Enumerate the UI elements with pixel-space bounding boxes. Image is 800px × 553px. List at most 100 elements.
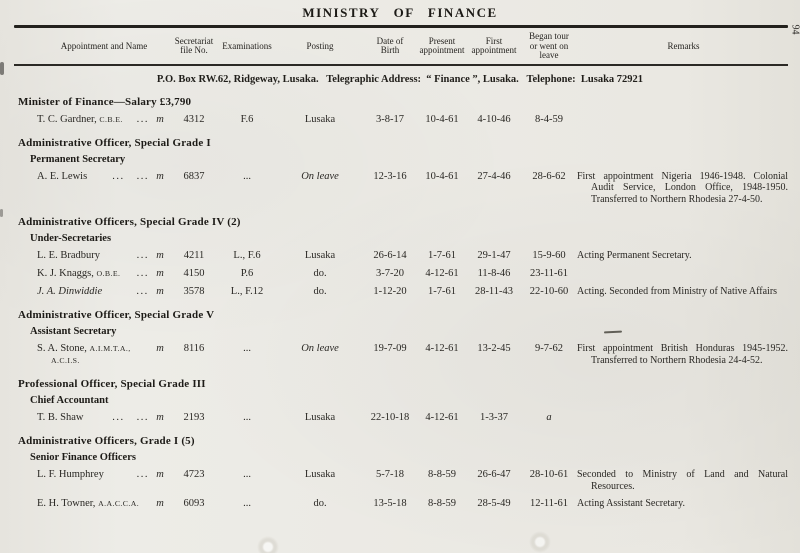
- cell-name: ... K. J. Knaggs, O.B.E.: [37, 268, 149, 280]
- cell-remarks: Acting Assistant Secretary.: [577, 498, 685, 509]
- cell-posting: Lusaka: [304, 469, 336, 480]
- cell-marital: m: [156, 268, 164, 279]
- top-rule: [14, 25, 788, 28]
- cell-present-appointment: 4-12-61: [425, 343, 459, 354]
- post-nominals: A.A.C.C.A.: [98, 499, 140, 508]
- cell-examinations: L., F.6: [233, 250, 261, 261]
- subsection-heading: Permanent Secretary: [30, 153, 126, 165]
- cell-examinations: P.6: [240, 268, 254, 279]
- cell-date-of-birth: 3-8-17: [376, 113, 404, 125]
- cell-began-tour: 12-11-61: [529, 498, 569, 509]
- col-header-date-of-birth: Date of Birth: [376, 35, 404, 56]
- section-admin-officer-grade-1: Administrative Officer, Special Grade I …: [0, 137, 800, 206]
- officer-name: K. J. Knaggs,: [37, 268, 94, 279]
- cell-file-no: 4312: [183, 113, 205, 125]
- cell-began-tour: 8-4-59: [535, 113, 563, 125]
- cell-posting: do.: [313, 286, 327, 297]
- cell-date-of-birth: 3-7-20: [376, 268, 404, 279]
- cell-first-appointment: 27-4-46: [477, 170, 511, 182]
- officer-name: A. E. Lewis: [37, 170, 88, 182]
- section-admin-officers-grade-1: Administrative Officers, Grade I (5) Sen…: [0, 435, 800, 510]
- cell-first-appointment: 28-11-43: [474, 286, 514, 297]
- section-heading: Professional Officer, Special Grade III: [18, 378, 206, 390]
- officer-name: T. C. Gardner,: [37, 113, 97, 125]
- dot-leader: ...: [136, 469, 149, 480]
- cell-present-appointment: 8-8-59: [428, 498, 456, 509]
- cell-first-appointment: 28-5-49: [477, 498, 511, 509]
- dot-leader: ...: [136, 268, 149, 279]
- page-title: MINISTRY OF FINANCE: [302, 5, 498, 20]
- col-header-secretariat-file-no: Secretariat file No.: [174, 35, 214, 56]
- table-row: ... T. C. Gardner, C.B.E. m 4312 F.6 Lusa…: [37, 114, 790, 126]
- cell-name: E. H. Towner, A.A.C.C.A.: [37, 498, 149, 510]
- cell-date-of-birth: 19-7-09: [373, 343, 407, 354]
- scan-artifact-edge: [0, 62, 4, 75]
- cell-remarks: Acting. Seconded from Ministry of Native…: [577, 286, 778, 297]
- cell-posting: do.: [313, 268, 327, 279]
- cell-first-appointment: 4-10-46: [477, 113, 511, 125]
- cell-marital: m: [156, 343, 164, 354]
- dot-leader: ...: [136, 286, 149, 297]
- cell-first-appointment: 29-1-47: [477, 250, 511, 261]
- col-header-present-appointment: Present appointment: [419, 35, 465, 56]
- dot-leader: ...: [136, 113, 149, 125]
- table-header-row: Appointment and Name Secretariat file No…: [37, 28, 790, 64]
- cell-name: ... ... T. B. Shaw: [37, 412, 149, 424]
- cell-name: ... ... A. E. Lewis: [37, 171, 149, 183]
- col-header-remarks: Remarks: [667, 40, 700, 51]
- section-professional-officer-grade-3: Professional Officer, Special Grade III …: [0, 378, 800, 424]
- cell-marital: m: [156, 170, 164, 182]
- dot-leader: ... ...: [112, 412, 149, 423]
- col-header-posting: Posting: [306, 40, 334, 51]
- post-nominals: A.I.M.T.A.,: [89, 344, 131, 353]
- cell-marital: m: [156, 286, 164, 297]
- col-header-began-tour: Began tour or went on leave: [529, 31, 569, 60]
- officer-name: L. F. Humphrey: [37, 469, 104, 480]
- table-row: ... L. F. Humphrey m 4723 ... Lusaka 5-7-…: [37, 469, 790, 492]
- section-admin-officers-grade-4: Administrative Officers, Special Grade I…: [0, 216, 800, 298]
- section-heading: Administrative Officers, Grade I (5): [18, 435, 195, 447]
- col-header-first-appointment: First appointment: [471, 35, 517, 56]
- scan-artifact-edge: [0, 209, 3, 217]
- cell-name: S. A. Stone, A.I.M.T.A., A.C.I.S.: [37, 343, 149, 367]
- table-row: ... L. E. Bradbury m 4211 L., F.6 Lusaka …: [37, 250, 790, 262]
- cell-first-appointment: 11-8-46: [477, 268, 511, 279]
- dot-leader: ...: [136, 250, 149, 261]
- cell-marital: m: [156, 113, 164, 125]
- cell-examinations: ...: [243, 498, 251, 509]
- address-line: P.O. Box RW.62, Ridgeway, Lusaka. Telegr…: [156, 73, 644, 85]
- cell-marital: m: [156, 412, 164, 423]
- page-number: 94: [789, 24, 800, 35]
- section-minister-of-finance: Minister of Finance—Salary £3,790 ... T. …: [0, 96, 800, 126]
- col-header-examinations: Examinations: [222, 40, 272, 51]
- cell-remarks: First appointment Nigeria 1946-1948. Col…: [577, 170, 788, 205]
- cell-date-of-birth: 13-5-18: [373, 498, 407, 509]
- cell-posting: On leave: [301, 170, 339, 182]
- cell-file-no: 4723: [183, 469, 205, 480]
- cell-file-no: 8116: [183, 343, 205, 354]
- subsection-heading: Chief Accountant: [30, 395, 109, 406]
- section-heading: Administrative Officer, Special Grade V: [18, 309, 215, 321]
- cell-examinations: F.6: [240, 113, 254, 125]
- cell-present-appointment: 8-8-59: [428, 469, 456, 480]
- cell-file-no: 2193: [183, 412, 205, 423]
- cell-present-appointment: 4-12-61: [425, 412, 459, 423]
- post-nominals: C.B.E.: [99, 114, 123, 124]
- cell-first-appointment: 1-3-37: [480, 412, 508, 423]
- section-heading: Minister of Finance—Salary £3,790: [18, 95, 192, 108]
- section-admin-officer-grade-5: Administrative Officer, Special Grade V …: [0, 309, 800, 367]
- cell-file-no: 4150: [183, 268, 205, 279]
- cell-name: ... L. F. Humphrey: [37, 469, 149, 481]
- cell-remarks: Seconded to Ministry of Land and Natural…: [577, 469, 788, 492]
- cell-posting: do.: [313, 498, 327, 509]
- cell-first-appointment: 26-6-47: [477, 469, 511, 480]
- cell-began-tour: 9-7-62: [535, 343, 563, 354]
- header-rule: [14, 63, 788, 66]
- table-row: ... ... T. B. Shaw m 2193 ... Lusaka 22-1…: [37, 412, 790, 424]
- section-heading: Administrative Officer, Special Grade I: [18, 136, 211, 149]
- cell-examinations: ...: [243, 412, 251, 423]
- table-row: ... K. J. Knaggs, O.B.E. m 4150 P.6 do. 3…: [37, 268, 790, 280]
- cell-present-appointment: 10-4-61: [425, 170, 459, 182]
- cell-examinations: ...: [243, 343, 251, 354]
